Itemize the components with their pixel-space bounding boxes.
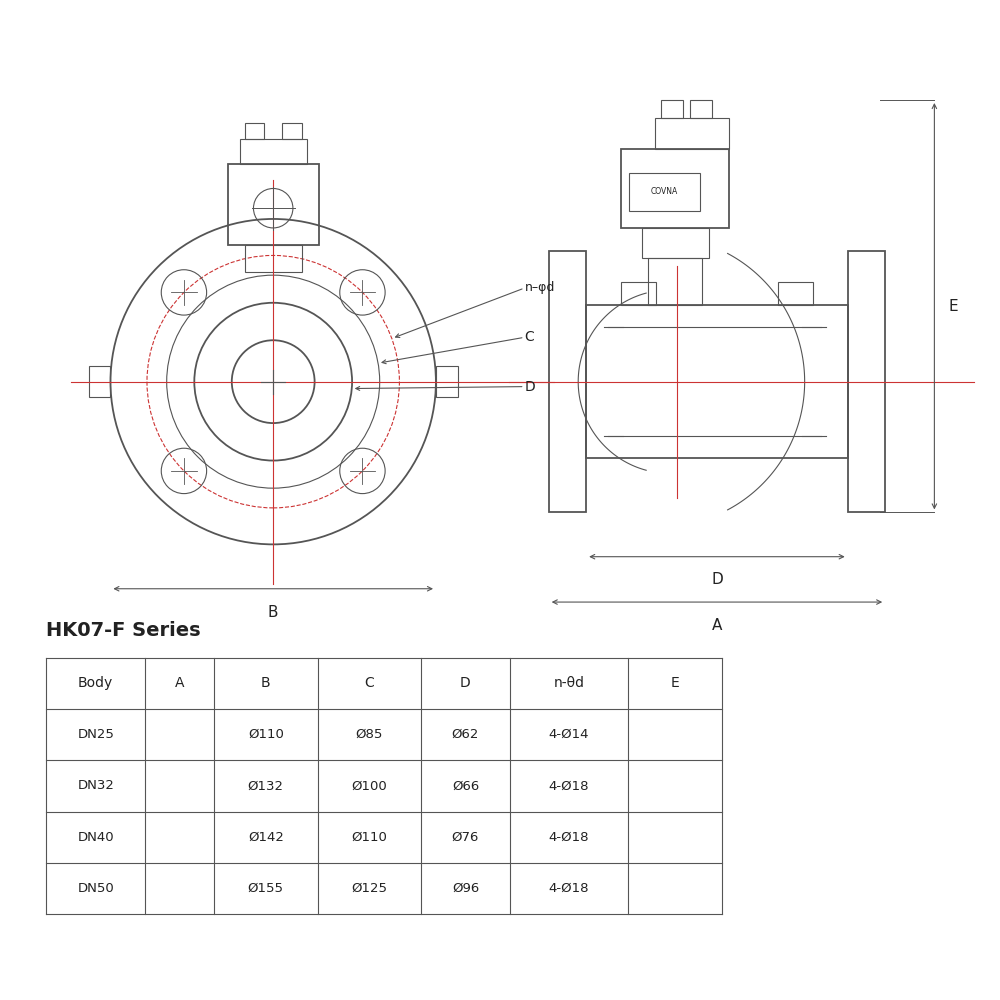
Text: Ø132: Ø132 xyxy=(248,779,284,792)
Bar xyxy=(245,123,264,139)
Text: DN50: DN50 xyxy=(77,882,114,895)
Text: Ø66: Ø66 xyxy=(452,779,479,792)
Text: COVNA: COVNA xyxy=(651,187,678,196)
Bar xyxy=(621,149,729,228)
Text: D: D xyxy=(525,380,535,394)
Text: Ø110: Ø110 xyxy=(351,831,387,844)
Bar xyxy=(282,123,302,139)
Text: Ø76: Ø76 xyxy=(452,831,479,844)
Bar xyxy=(778,282,813,305)
Text: D: D xyxy=(711,572,723,587)
Bar xyxy=(690,100,712,118)
Bar xyxy=(549,251,586,512)
Text: Ø96: Ø96 xyxy=(452,882,479,895)
Bar xyxy=(642,228,709,258)
Text: B: B xyxy=(268,605,278,620)
Text: D: D xyxy=(460,676,471,690)
Text: n–φd: n–φd xyxy=(525,281,555,294)
Text: C: C xyxy=(525,330,534,344)
Text: Ø110: Ø110 xyxy=(248,728,284,741)
Bar xyxy=(648,258,702,305)
Bar xyxy=(89,366,110,397)
Text: 4-Ø18: 4-Ø18 xyxy=(549,882,589,895)
Text: DN40: DN40 xyxy=(77,831,114,844)
Bar xyxy=(848,251,885,512)
Bar xyxy=(436,366,458,397)
Text: Ø142: Ø142 xyxy=(248,831,284,844)
Text: 4-Ø14: 4-Ø14 xyxy=(549,728,589,741)
Text: A: A xyxy=(712,618,722,633)
Bar xyxy=(629,173,700,211)
Bar xyxy=(228,164,319,245)
Text: E: E xyxy=(671,676,679,690)
Text: Ø100: Ø100 xyxy=(351,779,387,792)
Text: Ø155: Ø155 xyxy=(248,882,284,895)
Bar xyxy=(245,245,302,272)
Bar xyxy=(661,100,683,118)
Text: Ø85: Ø85 xyxy=(356,728,383,741)
Text: C: C xyxy=(364,676,374,690)
Text: DN32: DN32 xyxy=(77,779,114,792)
Text: Ø125: Ø125 xyxy=(351,882,387,895)
Text: n-θd: n-θd xyxy=(554,676,585,690)
Text: HK07-F Series: HK07-F Series xyxy=(46,621,201,640)
Text: 4-Ø18: 4-Ø18 xyxy=(549,831,589,844)
Text: A: A xyxy=(175,676,184,690)
Text: 4-Ø18: 4-Ø18 xyxy=(549,779,589,792)
Text: B: B xyxy=(261,676,271,690)
Text: Ø62: Ø62 xyxy=(452,728,479,741)
Text: DN25: DN25 xyxy=(77,728,114,741)
Bar xyxy=(240,139,307,164)
Text: Body: Body xyxy=(78,676,113,690)
Text: E: E xyxy=(948,299,958,314)
Bar xyxy=(621,282,656,305)
Bar xyxy=(586,305,848,458)
Bar xyxy=(655,118,729,149)
